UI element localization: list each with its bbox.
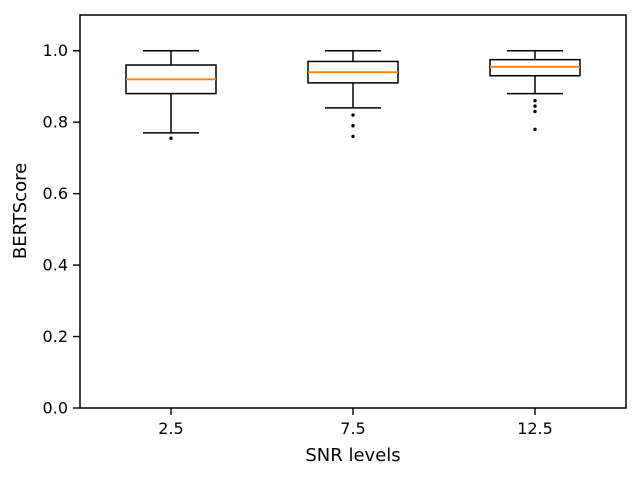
axes-frame (79, 14, 627, 409)
y-tick-label: 0.4 (43, 256, 68, 275)
box-group-7.5 (307, 49, 399, 139)
x-axis-label: SNR levels (305, 445, 400, 466)
y-tick-label: 0.2 (43, 327, 68, 346)
outlier-point (533, 109, 537, 114)
outlier-point (351, 124, 355, 128)
y-tick-label: 0.0 (43, 399, 68, 418)
y-tick-label: 0.8 (43, 113, 68, 132)
y-axis-label: BERTScore (10, 163, 31, 259)
x-tick-label: 7.5 (340, 419, 365, 438)
y-tick-label: 1.0 (43, 41, 68, 60)
outlier-point (533, 99, 537, 103)
y-tick-label: 0.6 (43, 184, 68, 203)
x-tick-label: 2.5 (158, 419, 183, 438)
box-group-2.5 (125, 49, 217, 140)
box-group-12.5 (489, 49, 581, 132)
outlier-point (351, 113, 355, 117)
outlier-point (351, 134, 355, 139)
x-tick-label: 12.5 (517, 419, 553, 438)
outlier-point (533, 127, 537, 132)
outlier-point (169, 136, 173, 140)
outlier-point (533, 104, 537, 108)
